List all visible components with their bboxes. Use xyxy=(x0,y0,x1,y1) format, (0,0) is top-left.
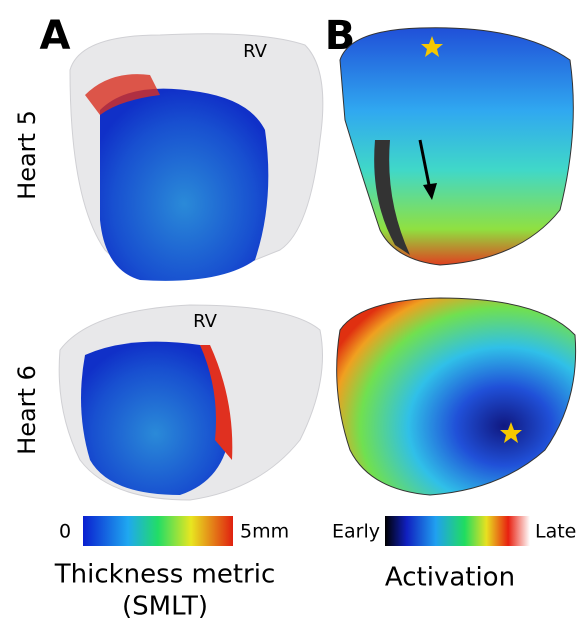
colorbar-min: 0 xyxy=(59,521,71,543)
colorbar-title: Thickness metric xyxy=(54,560,276,590)
rv-label: RV xyxy=(243,41,268,62)
colorbar-max: Late xyxy=(535,521,576,543)
star xyxy=(500,422,522,443)
activation-map xyxy=(339,27,574,266)
lv-surface xyxy=(100,88,269,281)
panel-label: A xyxy=(40,13,71,59)
colorbar-subtitle: (SMLT) xyxy=(122,592,208,621)
activation-map xyxy=(336,297,577,496)
lv-surface xyxy=(81,341,230,495)
rv-label: RV xyxy=(193,311,218,332)
thick-region xyxy=(200,345,233,460)
star xyxy=(421,36,443,57)
arrow xyxy=(418,139,432,191)
colorbar xyxy=(385,516,530,546)
scar-region xyxy=(374,140,410,255)
colorbar-title: Activation xyxy=(385,563,515,593)
colorbar xyxy=(83,516,233,546)
arrowhead xyxy=(423,183,437,200)
row-label: Heart 6 xyxy=(13,365,41,455)
colorbar-min: Early xyxy=(332,521,380,543)
thick-region xyxy=(85,74,160,115)
row-label: Heart 5 xyxy=(13,110,41,200)
colorbar-max: 5mm xyxy=(240,521,289,543)
